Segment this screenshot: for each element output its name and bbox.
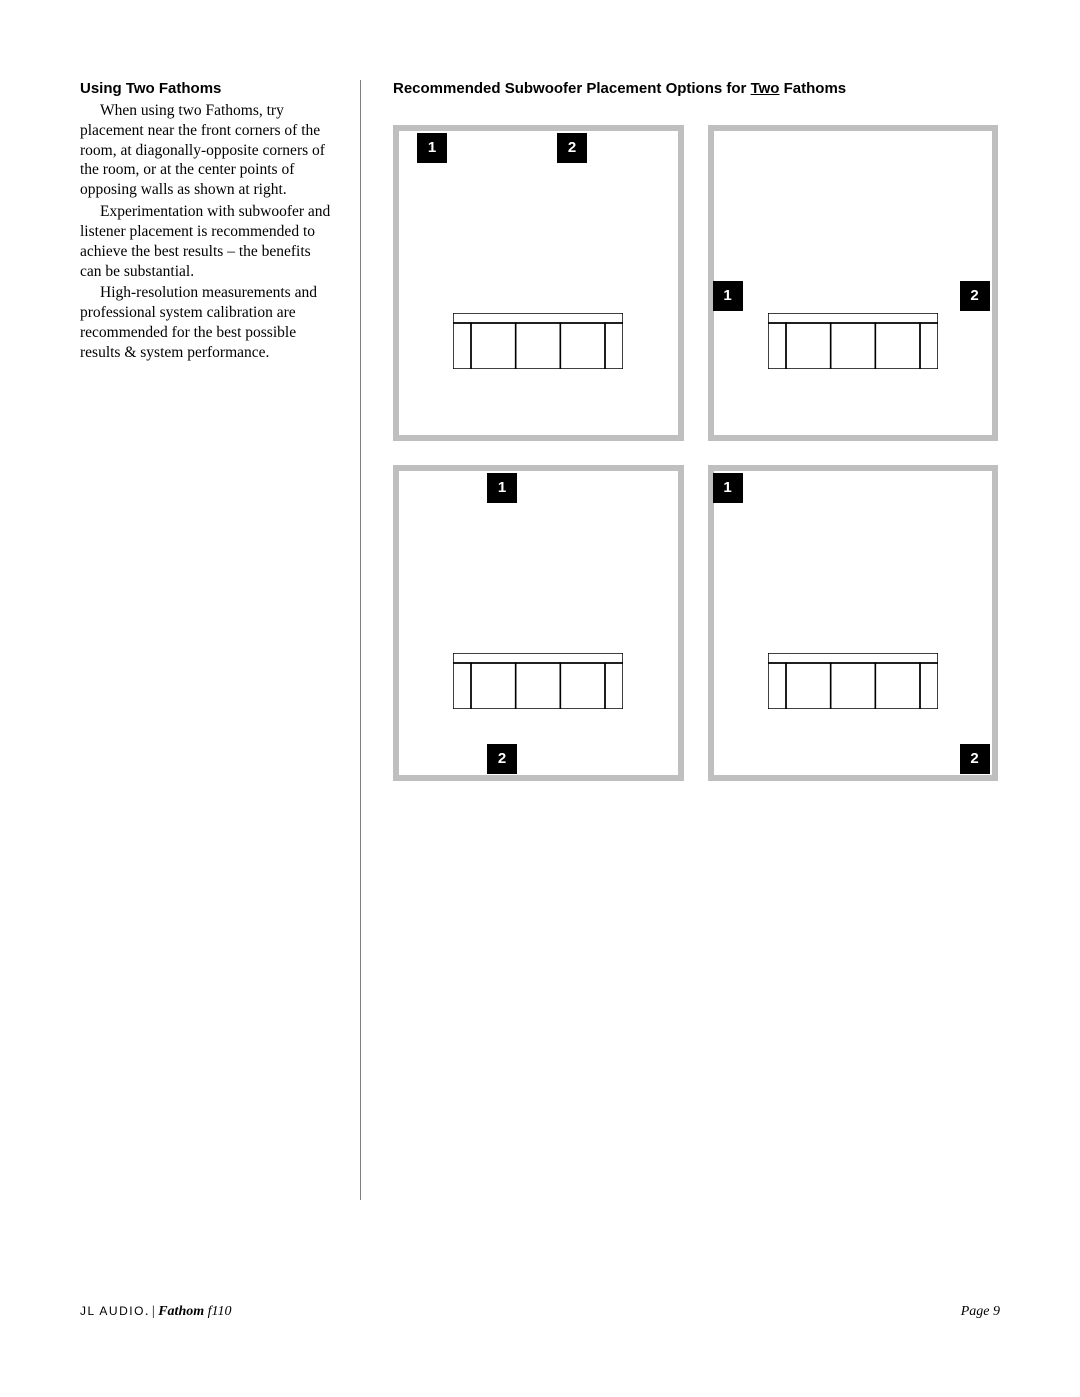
couch-icon (768, 653, 938, 709)
rooms-grid: 12121212 (393, 125, 998, 781)
subwoofer-marker: 2 (487, 744, 517, 774)
diagram-heading-underline: Two (751, 80, 780, 97)
page-number: Page 9 (961, 1304, 1000, 1320)
couch-icon (768, 313, 938, 369)
subwoofer-marker: 1 (713, 473, 743, 503)
subwoofer-marker: 2 (557, 133, 587, 163)
page-container: Using Two Fathoms When using two Fathoms… (80, 80, 1000, 1320)
diagram-heading-post: Fathoms (779, 80, 846, 97)
page-footer: JL AUDIO. | Fathom f110 Page 9 (80, 1304, 1000, 1320)
paragraph-1: When using two Fathoms, try placement ne… (80, 101, 332, 200)
couch-icon (453, 653, 623, 709)
paragraph-2: Experimentation with subwoofer and liste… (80, 202, 332, 281)
subwoofer-marker: 2 (960, 744, 990, 774)
diagram-heading: Recommended Subwoofer Placement Options … (393, 80, 1000, 97)
paragraph-3: High-resolution measurements and profess… (80, 283, 332, 362)
section-heading: Using Two Fathoms (80, 80, 332, 97)
footer-separator: . | (145, 1304, 158, 1319)
footer-left: JL AUDIO. | Fathom f110 (80, 1304, 231, 1320)
brand-name: JL AUDIO (80, 1304, 145, 1318)
subwoofer-marker: 1 (417, 133, 447, 163)
diagram-column: Recommended Subwoofer Placement Options … (381, 80, 1000, 1200)
vertical-divider (360, 80, 361, 1200)
room-diagram-1: 12 (393, 125, 684, 441)
room-diagram-4: 12 (708, 465, 999, 781)
diagram-heading-pre: Recommended Subwoofer Placement Options … (393, 80, 751, 97)
room-diagram-2: 12 (708, 125, 999, 441)
subwoofer-marker: 1 (487, 473, 517, 503)
product-name-bold: Fathom (158, 1304, 204, 1319)
subwoofer-marker: 1 (713, 281, 743, 311)
room-diagram-3: 12 (393, 465, 684, 781)
product-name-italic: f110 (204, 1304, 231, 1319)
subwoofer-marker: 2 (960, 281, 990, 311)
couch-icon (453, 313, 623, 369)
content-row: Using Two Fathoms When using two Fathoms… (80, 80, 1000, 1200)
text-column: Using Two Fathoms When using two Fathoms… (80, 80, 340, 1200)
